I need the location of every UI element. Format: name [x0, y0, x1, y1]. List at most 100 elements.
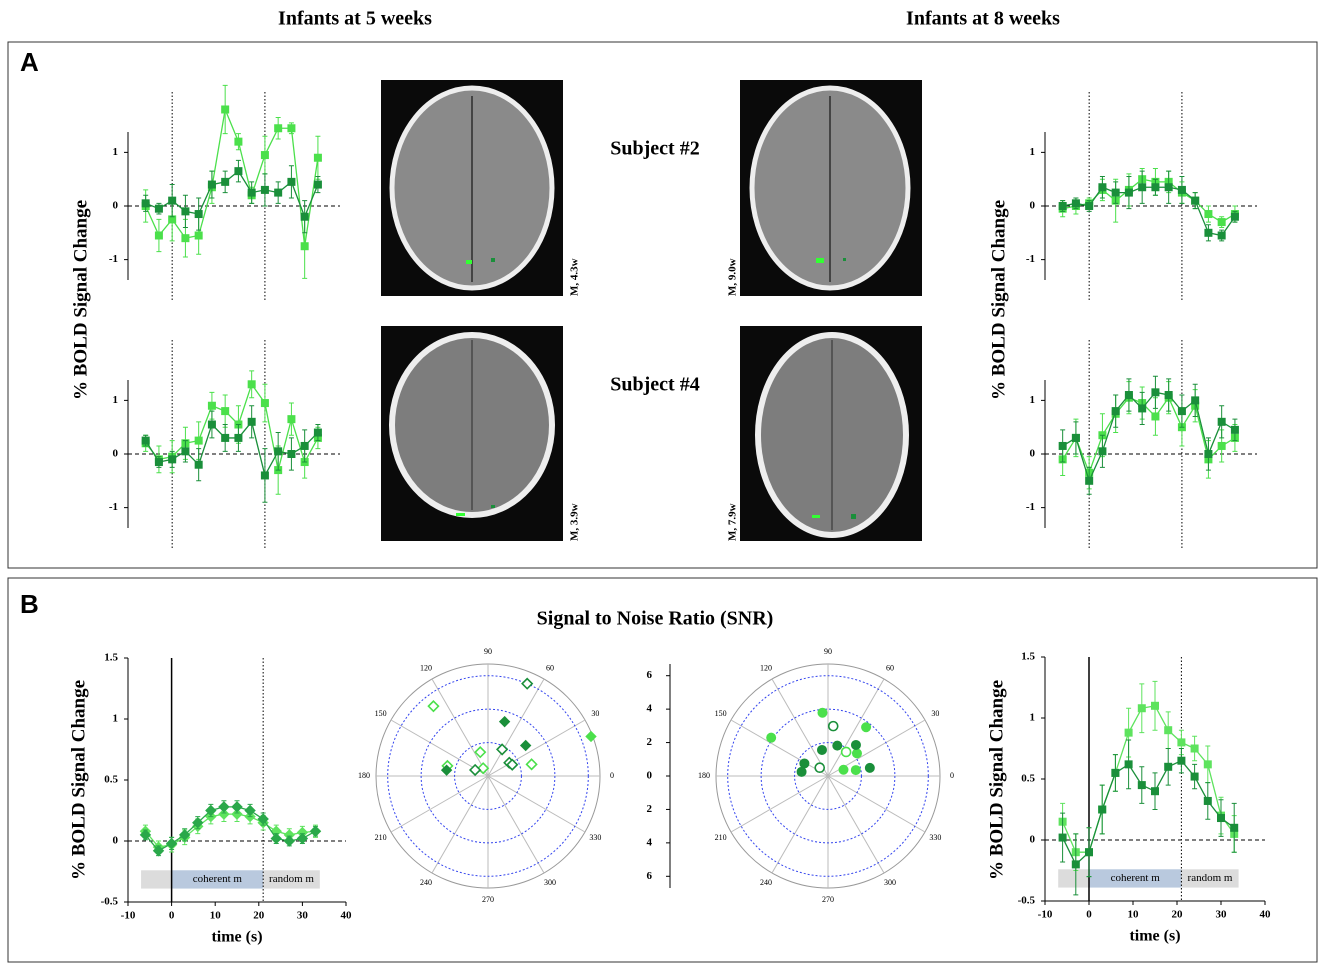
marker: [288, 125, 295, 132]
angle-label: 180: [358, 771, 370, 780]
panel-letter: A: [20, 47, 39, 77]
marker: [1152, 413, 1159, 420]
marker: [195, 232, 202, 239]
angle-label: 30: [931, 709, 939, 718]
panel-title: Signal to Noise Ratio (SNR): [537, 608, 774, 630]
y-tick-label: 0: [113, 200, 119, 212]
marker: [195, 437, 202, 444]
marker: [235, 434, 242, 441]
marker: [1152, 788, 1159, 795]
marker: [521, 740, 531, 750]
band-label: coherent m: [193, 873, 243, 885]
polar-spoke: [488, 776, 585, 832]
marker: [1204, 797, 1211, 804]
marker: [301, 243, 308, 250]
marker: [222, 106, 229, 113]
marker: [1152, 184, 1159, 191]
brain-image: [740, 326, 922, 541]
marker: [208, 181, 215, 188]
angle-label: 330: [589, 833, 601, 842]
polar-spoke: [488, 679, 544, 776]
marker: [195, 211, 202, 218]
y-tick-label: 1: [113, 394, 119, 406]
polar-spoke: [828, 776, 884, 873]
marker: [232, 802, 242, 812]
x-axis-label: time (s): [211, 929, 262, 946]
angle-label: 210: [715, 833, 727, 842]
angle-label: 210: [375, 833, 387, 842]
marker: [182, 235, 189, 242]
y-tick-label: -0.5: [1018, 895, 1036, 907]
marker: [865, 763, 874, 772]
x-tick-label: 20: [253, 910, 265, 922]
polar-spoke: [731, 720, 828, 776]
marker: [1178, 739, 1185, 746]
polar-spoke: [731, 776, 828, 832]
marker: [248, 381, 255, 388]
marker: [248, 189, 255, 196]
polar-spoke: [432, 679, 488, 776]
marker: [1192, 397, 1199, 404]
y-tick-label: 0.5: [1021, 773, 1035, 785]
marker: [1204, 761, 1211, 768]
angle-label: 120: [420, 663, 432, 672]
x-axis-label: time (s): [1129, 928, 1180, 945]
marker: [235, 168, 242, 175]
x-tick-label: 30: [297, 910, 309, 922]
marker: [842, 747, 851, 756]
marker: [301, 442, 308, 449]
marker: [1152, 389, 1159, 396]
band-label: random m: [1188, 872, 1233, 884]
panel-letter: B: [20, 589, 39, 619]
marker: [1125, 761, 1132, 768]
angle-label: 90: [484, 647, 492, 656]
r-tick-label: 0: [647, 770, 653, 782]
marker: [1086, 203, 1093, 210]
marker: [1165, 392, 1172, 399]
x-tick-label: 40: [341, 910, 353, 922]
marker: [1139, 405, 1146, 412]
marker: [275, 125, 282, 132]
marker: [208, 402, 215, 409]
y-tick-label: -1: [109, 501, 118, 513]
marker: [1112, 769, 1119, 776]
angle-label: 240: [760, 878, 772, 887]
y-tick-label: 0: [1030, 834, 1036, 846]
marker: [851, 766, 860, 775]
marker: [261, 186, 268, 193]
angle-label: 90: [824, 647, 832, 656]
marker: [284, 836, 294, 846]
marker: [155, 232, 162, 239]
marker: [301, 213, 308, 220]
marker: [297, 834, 307, 844]
marker: [275, 448, 282, 455]
image-label: M, 7.9w: [727, 503, 739, 541]
subject-label: Subject #2: [610, 138, 699, 160]
brain-image: [740, 80, 922, 296]
angle-label: 270: [822, 895, 834, 904]
image-label: M, 3.9w: [569, 503, 581, 541]
marker: [839, 765, 848, 774]
marker: [833, 741, 842, 750]
panel-frame: [8, 42, 1317, 568]
marker: [275, 189, 282, 196]
marker: [817, 745, 826, 754]
marker: [818, 708, 827, 717]
marker: [314, 429, 321, 436]
y-tick-label: 1.5: [104, 652, 118, 664]
y-tick-label: 0: [113, 835, 119, 847]
marker: [314, 181, 321, 188]
x-tick-label: 0: [169, 910, 175, 922]
angle-label: 120: [760, 663, 772, 672]
y-axis-label: % BOLD Signal Change: [986, 680, 1007, 880]
column-header: Infants at 8 weeks: [906, 8, 1060, 30]
y-tick-label: 1: [1030, 712, 1036, 724]
x-tick-label: 20: [1172, 909, 1184, 921]
marker: [222, 408, 229, 415]
y-tick-label: -1: [109, 253, 118, 265]
marker: [288, 451, 295, 458]
band-label: random m: [269, 873, 314, 885]
y-tick-label: 0: [1030, 200, 1036, 212]
marker: [1165, 727, 1172, 734]
y-axis-label: % BOLD Signal Change: [70, 200, 91, 400]
